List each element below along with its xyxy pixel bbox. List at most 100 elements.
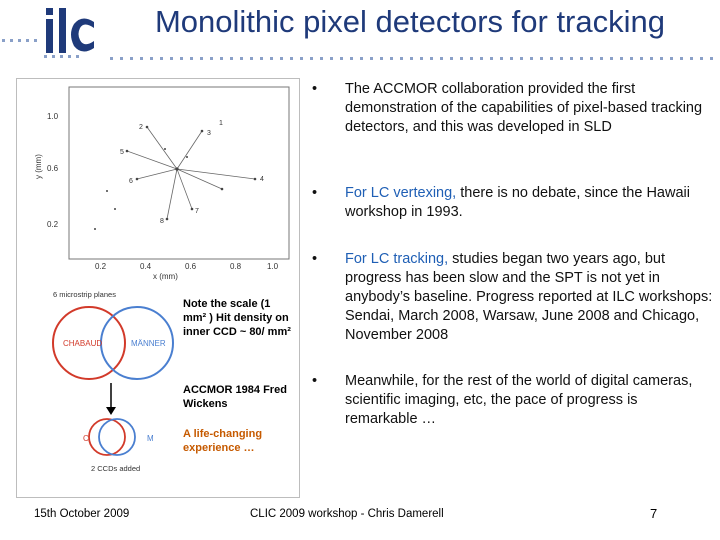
separator-dot bbox=[430, 57, 433, 60]
separator-dot bbox=[210, 57, 213, 60]
separator-dot bbox=[380, 57, 383, 60]
bullet-marker: • bbox=[312, 81, 318, 97]
y-tick: 0.6 bbox=[47, 164, 59, 173]
separator-dot bbox=[120, 57, 123, 60]
hit-points bbox=[94, 125, 257, 230]
separator-dot bbox=[110, 57, 113, 60]
point-label: 8 bbox=[160, 218, 164, 225]
venn-bottom-caption: 2 CCDs added bbox=[91, 464, 140, 473]
separator-dot bbox=[540, 57, 543, 60]
separator-dot bbox=[240, 57, 243, 60]
footer-date: 15th October 2009 bbox=[34, 508, 130, 520]
venn-top-title: 6 microstrip planes bbox=[53, 290, 116, 299]
separator-dot bbox=[600, 57, 603, 60]
separator-dot bbox=[10, 39, 13, 42]
x-axis-label: x (mm) bbox=[153, 272, 178, 281]
separator-dot bbox=[18, 39, 21, 42]
separator-dot bbox=[300, 57, 303, 60]
separator-dot bbox=[680, 57, 683, 60]
x-tick: 0.8 bbox=[230, 262, 242, 271]
venn-right-label: MÄNNER bbox=[131, 339, 166, 348]
separator-dot bbox=[420, 57, 423, 60]
middle-dotted-line bbox=[110, 57, 713, 60]
separator-dot bbox=[34, 39, 37, 42]
separator-dot bbox=[390, 57, 393, 60]
separator-dot bbox=[140, 57, 143, 60]
separator-dot bbox=[190, 57, 193, 60]
point-label: 6 bbox=[129, 178, 133, 185]
y-tick: 1.0 bbox=[47, 112, 59, 121]
separator-dot bbox=[180, 57, 183, 60]
bullet-text: there is no debate, since the Hawaii wor… bbox=[345, 185, 690, 220]
separator-dot bbox=[660, 57, 663, 60]
bullet-marker: • bbox=[312, 185, 318, 201]
x-tick: 0.6 bbox=[185, 262, 197, 271]
separator-dot bbox=[670, 57, 673, 60]
point-label: 3 bbox=[207, 130, 211, 137]
ilc-logo bbox=[44, 8, 94, 58]
bullet-highlight: For LC vertexing, bbox=[345, 185, 457, 201]
separator-dot bbox=[260, 57, 263, 60]
point-label: 1 bbox=[219, 120, 223, 127]
slide-title: Monolithic pixel detectors for tracking bbox=[154, 4, 665, 39]
point-label: 5 bbox=[120, 149, 124, 156]
venn-bottom-right: M bbox=[147, 434, 154, 443]
bullet-highlight: For LC tracking, bbox=[345, 251, 449, 267]
separator-dot bbox=[550, 57, 553, 60]
bullet-marker: • bbox=[312, 373, 318, 389]
separator-dot bbox=[26, 39, 29, 42]
footer-page-number: 7 bbox=[650, 506, 658, 521]
separator-dot bbox=[520, 57, 523, 60]
separator-dot bbox=[320, 57, 323, 60]
point-label: 4 bbox=[260, 176, 264, 183]
separator-dot bbox=[150, 57, 153, 60]
separator-dot bbox=[130, 57, 133, 60]
x-tick: 1.0 bbox=[267, 262, 279, 271]
separator-dot bbox=[220, 57, 223, 60]
separator-dot bbox=[470, 57, 473, 60]
separator-dot bbox=[580, 57, 583, 60]
x-tick: 0.4 bbox=[140, 262, 152, 271]
separator-dot bbox=[230, 57, 233, 60]
separator-dot bbox=[280, 57, 283, 60]
track-lines bbox=[126, 126, 256, 220]
bullet-marker: • bbox=[312, 251, 318, 267]
separator-dot bbox=[340, 57, 343, 60]
separator-dot bbox=[250, 57, 253, 60]
separator-dot bbox=[630, 57, 633, 60]
separator-dot bbox=[690, 57, 693, 60]
separator-dot bbox=[590, 57, 593, 60]
separator-dot bbox=[500, 57, 503, 60]
separator-dot bbox=[370, 57, 373, 60]
separator-dot bbox=[350, 57, 353, 60]
separator-dot bbox=[160, 57, 163, 60]
separator-dot bbox=[400, 57, 403, 60]
separator-dot bbox=[270, 57, 273, 60]
separator-dot bbox=[710, 57, 713, 60]
separator-dot bbox=[460, 57, 463, 60]
y-axis-label: y (mm) bbox=[34, 154, 43, 179]
separator-dot bbox=[360, 57, 363, 60]
point-label: 7 bbox=[195, 208, 199, 215]
x-tick: 0.2 bbox=[95, 262, 107, 271]
scale-note: Note the scale (1 mm² ) Hit density on i… bbox=[183, 298, 291, 338]
separator-dot bbox=[200, 57, 203, 60]
point-label: 2 bbox=[139, 124, 143, 131]
separator-dot bbox=[490, 57, 493, 60]
separator-dot bbox=[410, 57, 413, 60]
bullet-text: studies began two years ago, but progres… bbox=[345, 251, 713, 343]
life-changing-note: A life-changing experience … bbox=[183, 428, 263, 454]
venn-left-label: CHABAUD bbox=[63, 339, 102, 348]
separator-dot bbox=[620, 57, 623, 60]
separator-dot bbox=[310, 57, 313, 60]
separator-dot bbox=[330, 57, 333, 60]
top-dotted-line bbox=[2, 39, 37, 42]
separator-dot bbox=[650, 57, 653, 60]
separator-dot bbox=[510, 57, 513, 60]
footer-event: CLIC 2009 workshop - Chris Damerell bbox=[250, 508, 444, 520]
separator-dot bbox=[440, 57, 443, 60]
venn-bottom-left: C bbox=[83, 434, 89, 443]
bullet-text: Meanwhile, for the rest of the world of … bbox=[345, 373, 693, 427]
bullet-text: The ACCMOR collaboration provided the fi… bbox=[345, 81, 703, 135]
separator-dot bbox=[450, 57, 453, 60]
